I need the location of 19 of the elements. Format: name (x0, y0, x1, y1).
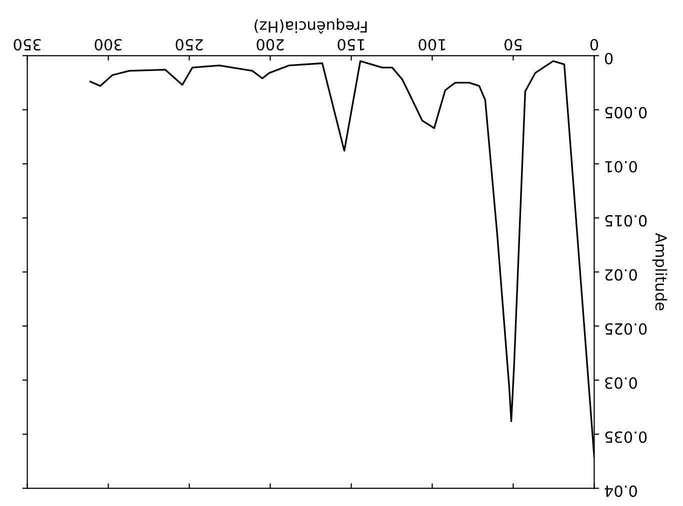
x-axis-title: Frequência(Hz) (254, 18, 367, 34)
x-tick-label: 100 (418, 38, 446, 51)
y-tick-label: 0.02 (605, 269, 637, 281)
x-tick-label: 200 (256, 38, 284, 51)
y-tick-label: 0 (604, 52, 613, 64)
y-tick-label: 0.035 (605, 431, 647, 443)
y-tick-label: 0.015 (605, 215, 647, 227)
x-tick-label: 50 (504, 38, 522, 51)
x-tick-label: 0 (590, 38, 598, 51)
x-tick-label: 350 (14, 38, 41, 51)
y-tick-label: 0.04 (604, 485, 637, 497)
y-tick-label: 0.01 (605, 160, 637, 173)
x-tick-label: 300 (94, 38, 122, 51)
x-tick-label: 150 (338, 38, 364, 51)
y-tick-label: 0.005 (605, 106, 647, 118)
x-tick-label: 250 (176, 38, 203, 51)
y-tick-label: 0.03 (605, 377, 637, 389)
y-tick-label: 0.025 (605, 323, 647, 335)
y-axis-title: Amplitude (652, 232, 668, 310)
